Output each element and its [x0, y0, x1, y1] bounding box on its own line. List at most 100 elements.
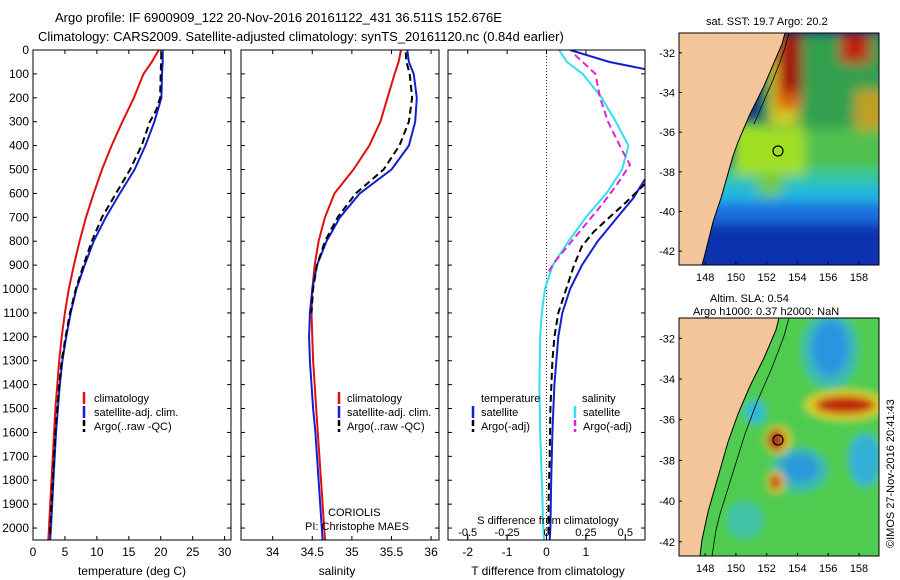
s-tick-label: 0	[543, 527, 549, 539]
difference-x-ticks: -2 -1 0 1	[448, 49, 645, 559]
lon-tick-label: 152	[758, 272, 776, 284]
depth-tick-label: 1900	[2, 497, 29, 511]
x-tick-label: 20	[154, 545, 168, 559]
sst-map-title: sat. SST: 19.7 Argo: 20.2	[706, 16, 828, 28]
lon-tick-label: 154	[788, 563, 806, 575]
series-line-temperature-2	[49, 52, 163, 538]
series-line-salinity-2	[310, 52, 414, 313]
sst-land	[679, 33, 786, 265]
sst-band-red	[780, 33, 802, 93]
depth-tick-label: 1300	[2, 354, 29, 368]
temperature-plot	[47, 50, 164, 540]
legend-label-t-argo: Argo(-adj)	[481, 421, 530, 433]
sla-cyan-sw	[727, 502, 763, 538]
depth-tick-label: 500	[9, 163, 29, 177]
depth-tick-label: 300	[9, 115, 29, 129]
sst-lon-ticks: 148 150 152 154 156 158	[696, 262, 868, 284]
difference-plot	[538, 50, 645, 540]
lat-tick-label: -38	[659, 455, 675, 467]
sla-land	[679, 318, 780, 556]
s-tick-label: 0.5	[618, 527, 633, 539]
x-tick-label: 25	[186, 545, 200, 559]
lat-tick-label: -40	[659, 206, 675, 218]
legend-temperature-panel: climatology satellite-adj. clim. Argo(..…	[82, 392, 178, 433]
credit-line-2: PI: Christophe MAES	[305, 521, 409, 533]
x-tick-label: 10	[90, 545, 104, 559]
header-line-2: Climatology: CARS2009. Satellite-adjuste…	[38, 29, 564, 44]
imos-stamp: ©IMOS 27-Nov-2016 20:41:43	[885, 399, 897, 548]
x-tick-label: 35.5	[380, 545, 404, 559]
series-line-temperature-0	[47, 50, 160, 540]
header-line-1: Argo profile: IF 6900909_122 20-Nov-2016…	[55, 10, 502, 25]
depth-tick-label: 0	[22, 43, 29, 57]
legend-title-salinity: salinity	[582, 393, 616, 405]
depth-tick-label: 200	[9, 91, 29, 105]
credit-line-1: CORIOLIS	[328, 507, 381, 519]
depth-tick-label: 1400	[2, 378, 29, 392]
lat-tick-label: -32	[659, 333, 675, 345]
sla-lon-ticks: 148 150 152 154 156 158	[696, 553, 868, 575]
lat-tick-label: -36	[659, 415, 675, 427]
sst-band-cyan	[705, 180, 879, 202]
temperature-x-label: temperature (deg C)	[78, 564, 186, 578]
s-difference-ticks: -0.5 -0.25 0 0.25 0.5	[458, 527, 633, 540]
series-line-difference-1	[548, 178, 645, 540]
legend-label-climatology-s: climatology	[347, 393, 403, 405]
depth-tick-label: 800	[9, 234, 29, 248]
legend-label-s-satellite: satellite	[583, 407, 620, 419]
sst-coastline-contour	[753, 33, 790, 125]
lat-tick-label: -32	[659, 48, 675, 60]
lat-tick-label: -34	[659, 87, 675, 99]
salinity-panel-frame	[240, 49, 440, 541]
depth-tick-label: 400	[9, 139, 29, 153]
sla-cyan-west	[745, 400, 765, 424]
depth-tick-label: 900	[9, 258, 29, 272]
sla-red-south	[770, 475, 780, 489]
series-line-difference-2	[547, 183, 645, 538]
depth-tick-label: 1800	[2, 473, 29, 487]
legend-label-argo-s: Argo(..raw -QC)	[347, 421, 425, 433]
salinity-x-ticks: 34 34.5 35 35.5 36	[241, 49, 439, 559]
sst-band-orange-e	[855, 90, 879, 130]
sla-map-title-2: Argo h1000: 0.37 h2000: NaN	[693, 306, 839, 318]
sst-band-blue	[700, 215, 879, 265]
lat-tick-label: -42	[659, 246, 675, 258]
lat-tick-label: -40	[659, 496, 675, 508]
temperature-x-ticks: 0 5 10 15 20 25 30	[30, 50, 232, 559]
lon-tick-label: 154	[788, 272, 806, 284]
lat-tick-label: -34	[659, 374, 675, 386]
lon-tick-label: 156	[819, 563, 837, 575]
x-tick-label: 36	[424, 545, 438, 559]
legend-salinity-panel: climatology satellite-adj. clim. Argo(..…	[337, 392, 431, 433]
s-tick-label: -0.5	[458, 527, 477, 539]
sst-eddy-south	[756, 173, 784, 197]
sla-red-east	[815, 396, 875, 414]
depth-tick-label: 1600	[2, 425, 29, 439]
lat-tick-label: -38	[659, 167, 675, 179]
x-tick-label: 0	[543, 545, 550, 559]
s-difference-label: S difference from climatology	[477, 515, 619, 527]
legend-label-s-argo: Argo(-adj)	[583, 421, 632, 433]
depth-tick-label: 100	[9, 67, 29, 81]
lon-tick-label: 148	[696, 563, 714, 575]
s-tick-label: 0.25	[575, 527, 596, 539]
depth-tick-label: 1000	[2, 282, 29, 296]
x-tick-label: 15	[122, 545, 136, 559]
legend-label-t-satellite: satellite	[481, 407, 518, 419]
sst-field	[700, 33, 879, 265]
sla-map-frame	[678, 317, 880, 557]
depth-y-ticks: 0 100 200 300 400 500 600 700 800 900 1000 1100 1200…	[2, 43, 231, 535]
series-line-difference-3	[538, 50, 630, 540]
sst-band-red-ne	[840, 33, 870, 63]
x-tick-label: 30	[218, 545, 232, 559]
sla-map-title-1: Altim. SLA: 0.54	[710, 293, 789, 305]
sst-band-lime	[735, 125, 805, 175]
lon-tick-label: 150	[727, 563, 745, 575]
x-tick-label: 34.5	[301, 545, 325, 559]
legend-label-argo: Argo(..raw -QC)	[94, 421, 172, 433]
lon-tick-label: 152	[758, 563, 776, 575]
series-line-difference-0	[569, 50, 645, 71]
temperature-panel-frame	[32, 49, 232, 541]
x-tick-label: 35	[345, 545, 359, 559]
temperature-panel: 0 5 10 15 20 25 30 0 100 200 300 400 500 600 700 800 90…	[2, 43, 231, 578]
